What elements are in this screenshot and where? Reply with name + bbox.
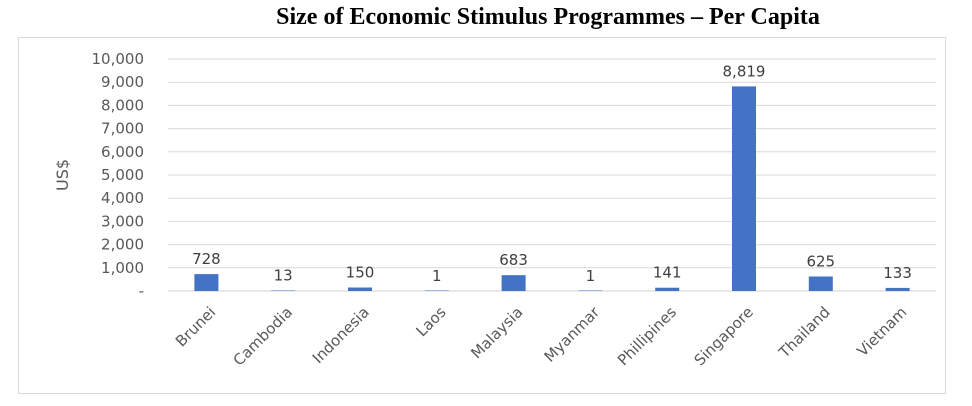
x-tick-label: Cambodia	[230, 303, 296, 369]
data-label: 8,819	[723, 62, 766, 80]
y-tick-label: 10,000	[92, 50, 145, 68]
y-tick-label: -	[139, 282, 144, 300]
bar	[194, 274, 219, 291]
y-tick-label: 3,000	[101, 212, 144, 230]
data-label: 1	[432, 267, 442, 285]
x-tick-label: Vietnam	[853, 303, 910, 360]
bar	[348, 287, 372, 291]
y-tick-label: 5,000	[101, 166, 144, 184]
data-label: 1	[586, 267, 596, 285]
x-tick-label: Brunei	[172, 303, 219, 350]
data-label: 133	[883, 264, 912, 282]
x-tick-label: Malaysia	[467, 303, 526, 362]
y-tick-label: 8,000	[101, 96, 144, 114]
bar	[655, 287, 680, 291]
x-tick-label: Indonesia	[309, 303, 373, 367]
x-tick-label: Laos	[412, 303, 449, 340]
bar	[424, 290, 449, 291]
data-label: 683	[499, 251, 528, 269]
x-tick-label: Phillipines	[614, 303, 680, 369]
bar	[501, 275, 526, 291]
data-label: 728	[192, 250, 221, 268]
y-tick-label: 4,000	[101, 189, 144, 207]
bar	[578, 290, 603, 291]
bar	[271, 290, 296, 291]
data-label: 13	[274, 267, 293, 285]
bar	[885, 287, 910, 291]
y-tick-label: 7,000	[101, 120, 144, 138]
data-label: 150	[346, 264, 375, 282]
chart-frame	[18, 37, 946, 394]
data-label: 625	[806, 253, 835, 271]
y-tick-label: 2,000	[101, 236, 144, 254]
chart-title: Size of Economic Stimulus Programmes – P…	[276, 4, 820, 30]
y-tick-label: 1,000	[101, 259, 144, 277]
bar	[732, 86, 756, 291]
y-axis-title: US$	[53, 159, 72, 191]
data-label: 141	[653, 264, 682, 282]
bar	[808, 276, 833, 291]
x-tick-label: Singapore	[691, 303, 757, 369]
x-tick-label: Thailand	[775, 303, 834, 362]
y-tick-label: 9,000	[101, 73, 144, 91]
x-tick-label: Myanmar	[541, 303, 604, 366]
y-tick-label: 6,000	[101, 143, 144, 161]
